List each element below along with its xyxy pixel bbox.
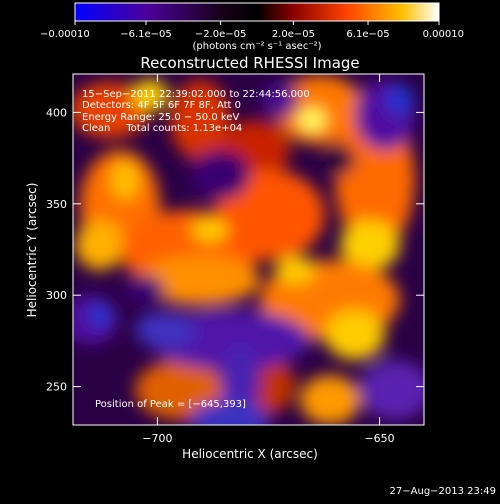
x-tick-label: −700 xyxy=(142,432,172,445)
heatmap-image xyxy=(73,74,424,425)
x-axis-label: Heliocentric X (arcsec) xyxy=(182,447,318,461)
footer-timestamp: 27−Aug−2013 23:49 xyxy=(390,486,496,497)
plot-frame xyxy=(72,73,425,426)
y-tick-label: 300 xyxy=(46,289,67,302)
annotation-clean-counts: Clean Total counts: 1.13e+04 xyxy=(82,123,242,134)
colorbar xyxy=(74,2,440,22)
x-axis-ticks: −700−650−600 xyxy=(142,74,395,445)
observation-annotations: 15−Sep−2011 22:39:02.000 to 22:44:56.000… xyxy=(82,89,310,410)
colorbar-tick-label: −0.00010 xyxy=(40,29,90,40)
annotation-peak-position: Position of Peak = [−645,393] xyxy=(95,399,246,410)
y-tick-label: 350 xyxy=(46,198,67,211)
annotation-time-range: 15−Sep−2011 22:39:02.000 to 22:44:56.000 xyxy=(82,89,310,100)
annotation-detectors: Detectors: 4F 5F 6F 7F 8F, Att 0 xyxy=(82,100,241,111)
x-tick-label: −650 xyxy=(364,432,394,445)
colorbar-tick-label: 0.00010 xyxy=(423,29,464,40)
y-tick-label: 250 xyxy=(46,381,67,394)
colorbar-tick-label: 2.0e−05 xyxy=(272,29,315,40)
y-tick-label: 400 xyxy=(46,106,67,119)
colorbar-ticks: −0.00010 −6.1e−05 −2.0e−05 2.0e−05 6.1e−05 0.… xyxy=(40,21,464,40)
colorbar-tick-label: 6.1e−05 xyxy=(346,29,389,40)
colorbar-tick-label: −6.1e−05 xyxy=(120,29,172,40)
y-axis-label: Heliocentric Y (arcsec) xyxy=(25,183,39,318)
colorbar-units-label: (photons cm⁻² s⁻¹ asec⁻²) xyxy=(192,41,321,52)
chart-title: Reconstructed RHESSI Image xyxy=(140,54,359,72)
y-axis-ticks: 250 300 350 400 xyxy=(46,106,424,394)
annotation-energy-range: Energy Range: 25.0 − 50.0 keV xyxy=(82,112,239,123)
colorbar-tick-label: −2.0e−05 xyxy=(195,29,247,40)
